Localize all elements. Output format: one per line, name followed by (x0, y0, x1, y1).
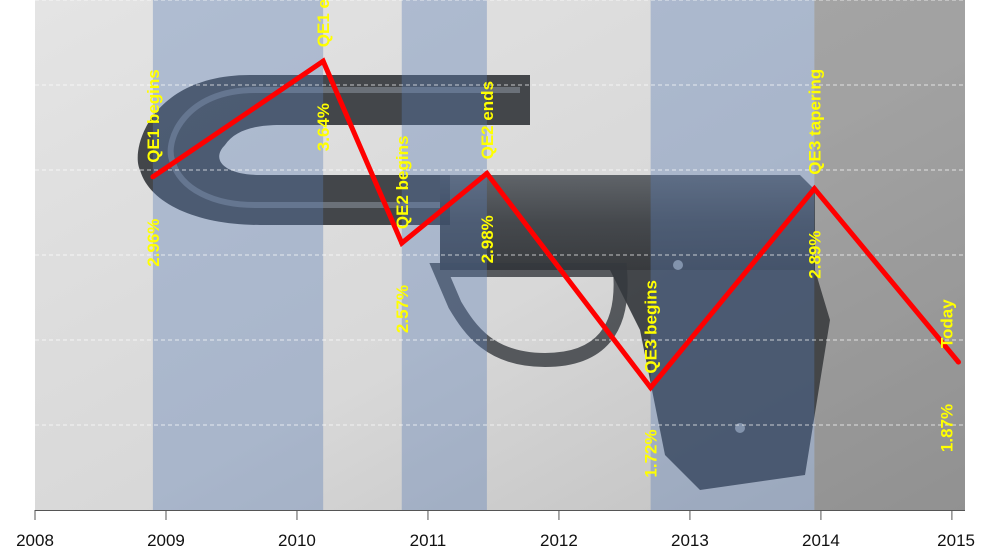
yield-point (320, 58, 326, 64)
value-label: 3.64% (314, 103, 333, 151)
value-label: 2.98% (478, 215, 497, 263)
yield-point (399, 240, 405, 246)
x-tick-label: 2013 (671, 531, 709, 550)
event-label: QE1 begins (144, 69, 163, 163)
x-tick-label: 2012 (540, 531, 578, 550)
x-tick-label: 2011 (410, 531, 447, 550)
gun-grip-shape (610, 270, 830, 490)
value-label: 1.72% (642, 429, 661, 477)
value-label: 2.89% (805, 230, 824, 278)
yield-point (648, 385, 654, 391)
x-tick-label: 2008 (16, 531, 54, 550)
yield-point (955, 359, 961, 365)
event-label: QE1 ends (314, 0, 333, 47)
grip-screw (673, 260, 683, 270)
gun-slide-shape (440, 175, 815, 270)
x-tick-label: 2015 (937, 531, 975, 550)
yield-point (811, 186, 817, 192)
series-layer (150, 57, 961, 392)
event-annotations: QE1 begins 2.96% QE1 ends 3.64% QE2 begins 2.… (144, 0, 957, 478)
x-tick-label: 2009 (147, 531, 185, 550)
event-label: QE3 tapering (805, 69, 824, 175)
x-tick-label: 2014 (802, 531, 840, 550)
yield-point (484, 170, 490, 176)
bent-barrel-shape (137, 75, 531, 225)
yield-point (150, 174, 156, 180)
value-label: 2.96% (144, 219, 163, 267)
x-axis: 2008 2009 2010 2011 2012 2013 2014 2015 (16, 510, 975, 550)
value-label: 2.57% (393, 285, 412, 333)
trigger-guard-shape (429, 263, 628, 368)
event-label: Today (937, 299, 956, 348)
event-label: QE2 begins (393, 136, 412, 230)
x-tick-label: 2010 (278, 531, 316, 550)
gridlines (35, 0, 965, 426)
barrel-highlight (167, 87, 520, 208)
event-label: QE2 ends (478, 81, 497, 159)
value-label: 1.87% (937, 404, 956, 452)
event-label: QE3 begins (642, 280, 661, 374)
